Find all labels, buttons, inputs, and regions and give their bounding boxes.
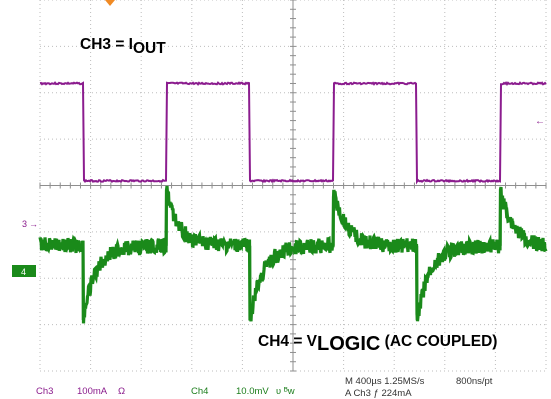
grid bbox=[39, 0, 547, 372]
trigger-position-marker bbox=[105, 0, 115, 6]
ch3-ground-arrow: → bbox=[29, 219, 38, 229]
status-ch3-label: Ch3 bbox=[36, 386, 54, 397]
ch4-ground-marker: 4 bbox=[21, 267, 26, 277]
ch3-ground-marker: 3 bbox=[22, 219, 27, 229]
status-timebase: M 400µs 1.25MS/s bbox=[345, 376, 425, 387]
ch4-annotation-prefix: CH4 = V bbox=[258, 333, 318, 350]
status-ch4-bandwidth-icon: ʋ ᴮw bbox=[276, 386, 295, 397]
ch3-annotation: CH3 = IOUT bbox=[80, 36, 166, 57]
status-ch3-coupling-icon: Ω bbox=[118, 386, 126, 397]
ch4-waveform bbox=[38, 185, 548, 324]
ch3-waveform bbox=[39, 81, 547, 185]
ch4-annotation-suffix: (AC COUPLED) bbox=[384, 333, 498, 350]
channel-markers: 3 → 4 ← bbox=[12, 0, 545, 277]
status-ch3-scale: 100mA bbox=[77, 386, 108, 397]
ch4-ground-marker-box bbox=[12, 265, 36, 277]
ch3-annotation-prefix: CH3 = I bbox=[80, 36, 133, 53]
ch4-trace bbox=[38, 185, 548, 324]
ch3-annotation-subscript: OUT bbox=[132, 40, 166, 57]
status-trigger: A Ch3 ƒ 224mA bbox=[345, 388, 412, 399]
status-point-interval: 800ns/pt bbox=[456, 376, 493, 387]
ch4-annotation: CH4 = VLOGIC (AC COUPLED) bbox=[258, 329, 498, 355]
trigger-level-arrow: ← bbox=[535, 116, 545, 127]
status-ch4-scale: 10.0mV bbox=[236, 386, 269, 397]
status-ch4-label: Ch4 bbox=[191, 386, 209, 397]
ch4-annotation-subscript: LOGIC bbox=[317, 333, 381, 355]
ch3-trace bbox=[39, 81, 547, 185]
